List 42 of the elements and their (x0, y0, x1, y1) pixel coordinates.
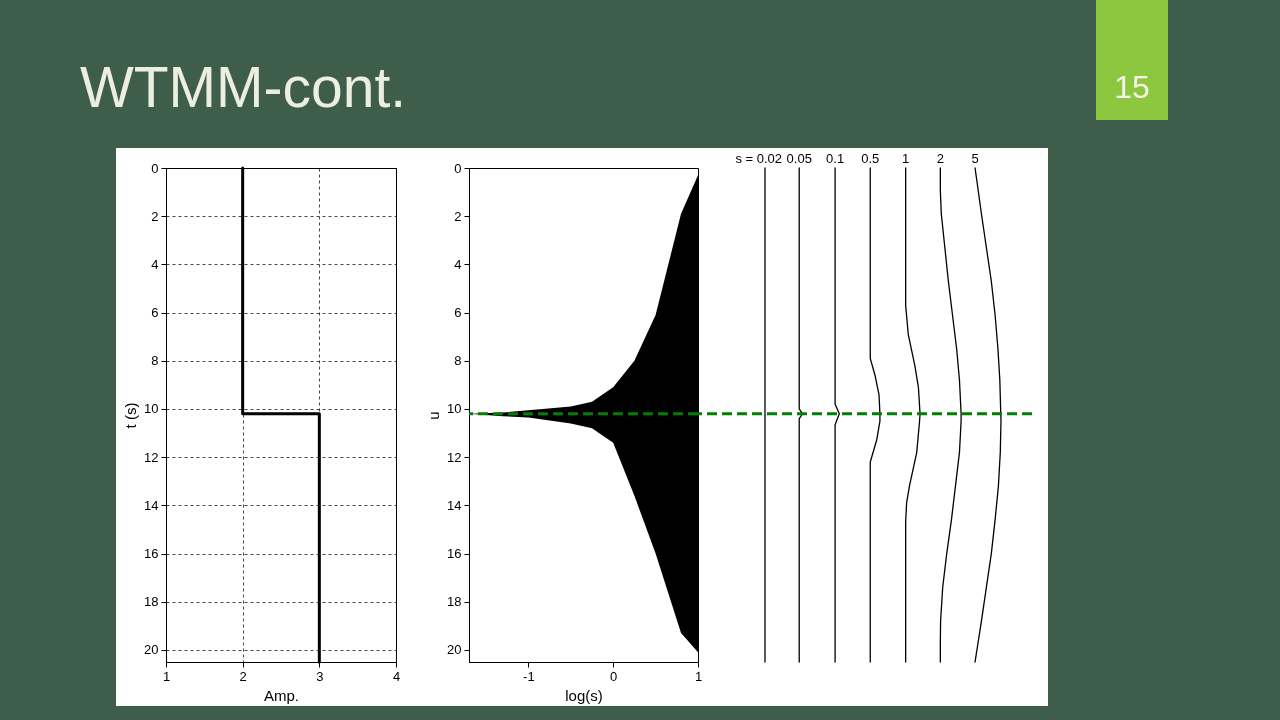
series-label: 1 (902, 151, 910, 166)
text: 15 (1114, 69, 1150, 105)
y-axis-title: t (s) (122, 402, 140, 429)
y-tick-label: 18 (447, 594, 462, 610)
y-tick-label: 6 (454, 305, 462, 321)
y-tick-label: 10 (447, 401, 462, 417)
y-tick-label: 8 (454, 353, 462, 369)
y-tick-label: 10 (144, 401, 159, 417)
series-label: 0.05 (786, 151, 812, 166)
series-label: s = 0.02 (735, 151, 782, 166)
x-tick-label: 4 (392, 668, 401, 684)
y-tick-label: 2 (454, 208, 462, 224)
y-tick-label: 12 (447, 449, 462, 465)
x-tick-label: 3 (316, 668, 324, 684)
series-label: 5 (971, 151, 979, 166)
chart-title: WTMM-cont. (80, 55, 407, 119)
y-tick-label: 4 (454, 256, 462, 272)
y-axis-title: u (425, 411, 443, 420)
y-tick-label: 20 (447, 642, 462, 658)
y-tick-label: 16 (144, 546, 159, 562)
y-tick-label: 2 (151, 208, 159, 224)
series-label: 0.1 (826, 151, 845, 166)
x-axis-title: log(s) (565, 686, 603, 704)
x-tick-label: 1 (694, 668, 703, 684)
y-tick-label: 16 (447, 546, 462, 562)
x-tick-label: 1 (162, 668, 171, 684)
y-tick-label: 0 (454, 160, 462, 176)
y-tick-label: 6 (151, 305, 159, 321)
y-tick-label: 18 (144, 594, 159, 610)
y-tick-label: 14 (144, 497, 159, 513)
x-axis-title: Amp. (263, 686, 300, 704)
series-label: 2 (936, 151, 944, 166)
y-tick-label: 8 (151, 353, 159, 369)
y-tick-label: 14 (447, 497, 462, 513)
y-tick-label: 12 (144, 449, 159, 465)
x-tick-label: 2 (239, 668, 247, 684)
y-tick-label: 4 (151, 256, 159, 272)
y-tick-label: 0 (151, 160, 159, 176)
x-tick-label: 0 (610, 668, 618, 684)
x-tick-label: -1 (523, 668, 535, 684)
y-tick-label: 20 (144, 642, 159, 658)
series-label: 0.5 (861, 151, 880, 166)
